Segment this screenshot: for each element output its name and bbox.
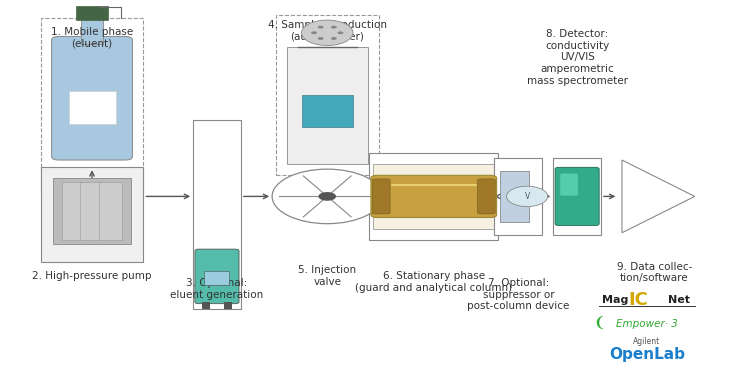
FancyBboxPatch shape [195,249,239,303]
Bar [80,182,104,240]
Text: 3. Optional:
eluent generation: 3. Optional: eluent generation [170,278,263,300]
Text: OpenLab: OpenLab [609,347,685,362]
Bar [40,167,143,262]
Text: 1. Mobile phase
(eluent): 1. Mobile phase (eluent) [51,27,134,49]
Text: Agilent: Agilent [633,337,661,347]
Text: 7. Optional:
suppressor or
post-column device: 7. Optional: suppressor or post-column d… [467,278,569,311]
Bar [276,14,379,175]
FancyBboxPatch shape [560,174,578,196]
Text: V: V [524,192,530,201]
Bar [68,91,116,124]
Circle shape [331,37,337,40]
Text: ❨: ❨ [593,316,605,330]
Bar [193,120,241,309]
Circle shape [311,31,317,34]
Bar [202,302,210,309]
Bar [81,18,103,44]
Bar [224,302,232,309]
FancyBboxPatch shape [478,179,495,214]
Bar [370,153,498,240]
Bar [40,18,143,193]
Bar [494,158,542,234]
Circle shape [338,31,344,34]
Circle shape [318,26,323,29]
Text: Net: Net [668,295,689,305]
Circle shape [302,20,353,46]
Circle shape [318,37,323,40]
Bar [500,171,530,222]
Circle shape [272,169,382,224]
Text: 2. High-pressure pump: 2. High-pressure pump [32,271,152,281]
Text: 6. Stationary phase
(guard and analytical column): 6. Stationary phase (guard and analytica… [356,271,512,293]
Text: Mag: Mag [602,295,628,305]
Text: Empower· 3: Empower· 3 [616,319,678,329]
Bar [554,158,601,234]
Bar [302,95,353,127]
Text: 9. Data collec-
tion/software: 9. Data collec- tion/software [616,262,692,283]
Bar [53,178,130,244]
Text: 8. Detector:
conductivity
UV/VIS
amperometric
mass spectrometer: 8. Detector: conductivity UV/VIS amperom… [526,29,628,86]
Polygon shape [622,160,695,233]
Bar [76,6,108,20]
Circle shape [506,186,548,207]
Bar [205,271,230,286]
Bar [62,182,86,240]
Bar [99,182,122,240]
Circle shape [331,26,337,29]
Bar [374,164,494,229]
Text: 5. Injection
valve: 5. Injection valve [298,266,356,287]
Circle shape [319,192,336,201]
Text: 4. Sample introduction
(autosampler): 4. Sample introduction (autosampler) [268,20,387,42]
FancyBboxPatch shape [373,179,390,214]
Text: IC: IC [628,291,649,309]
FancyBboxPatch shape [555,167,599,226]
FancyBboxPatch shape [52,36,133,160]
Bar [286,47,368,164]
FancyBboxPatch shape [371,175,496,217]
